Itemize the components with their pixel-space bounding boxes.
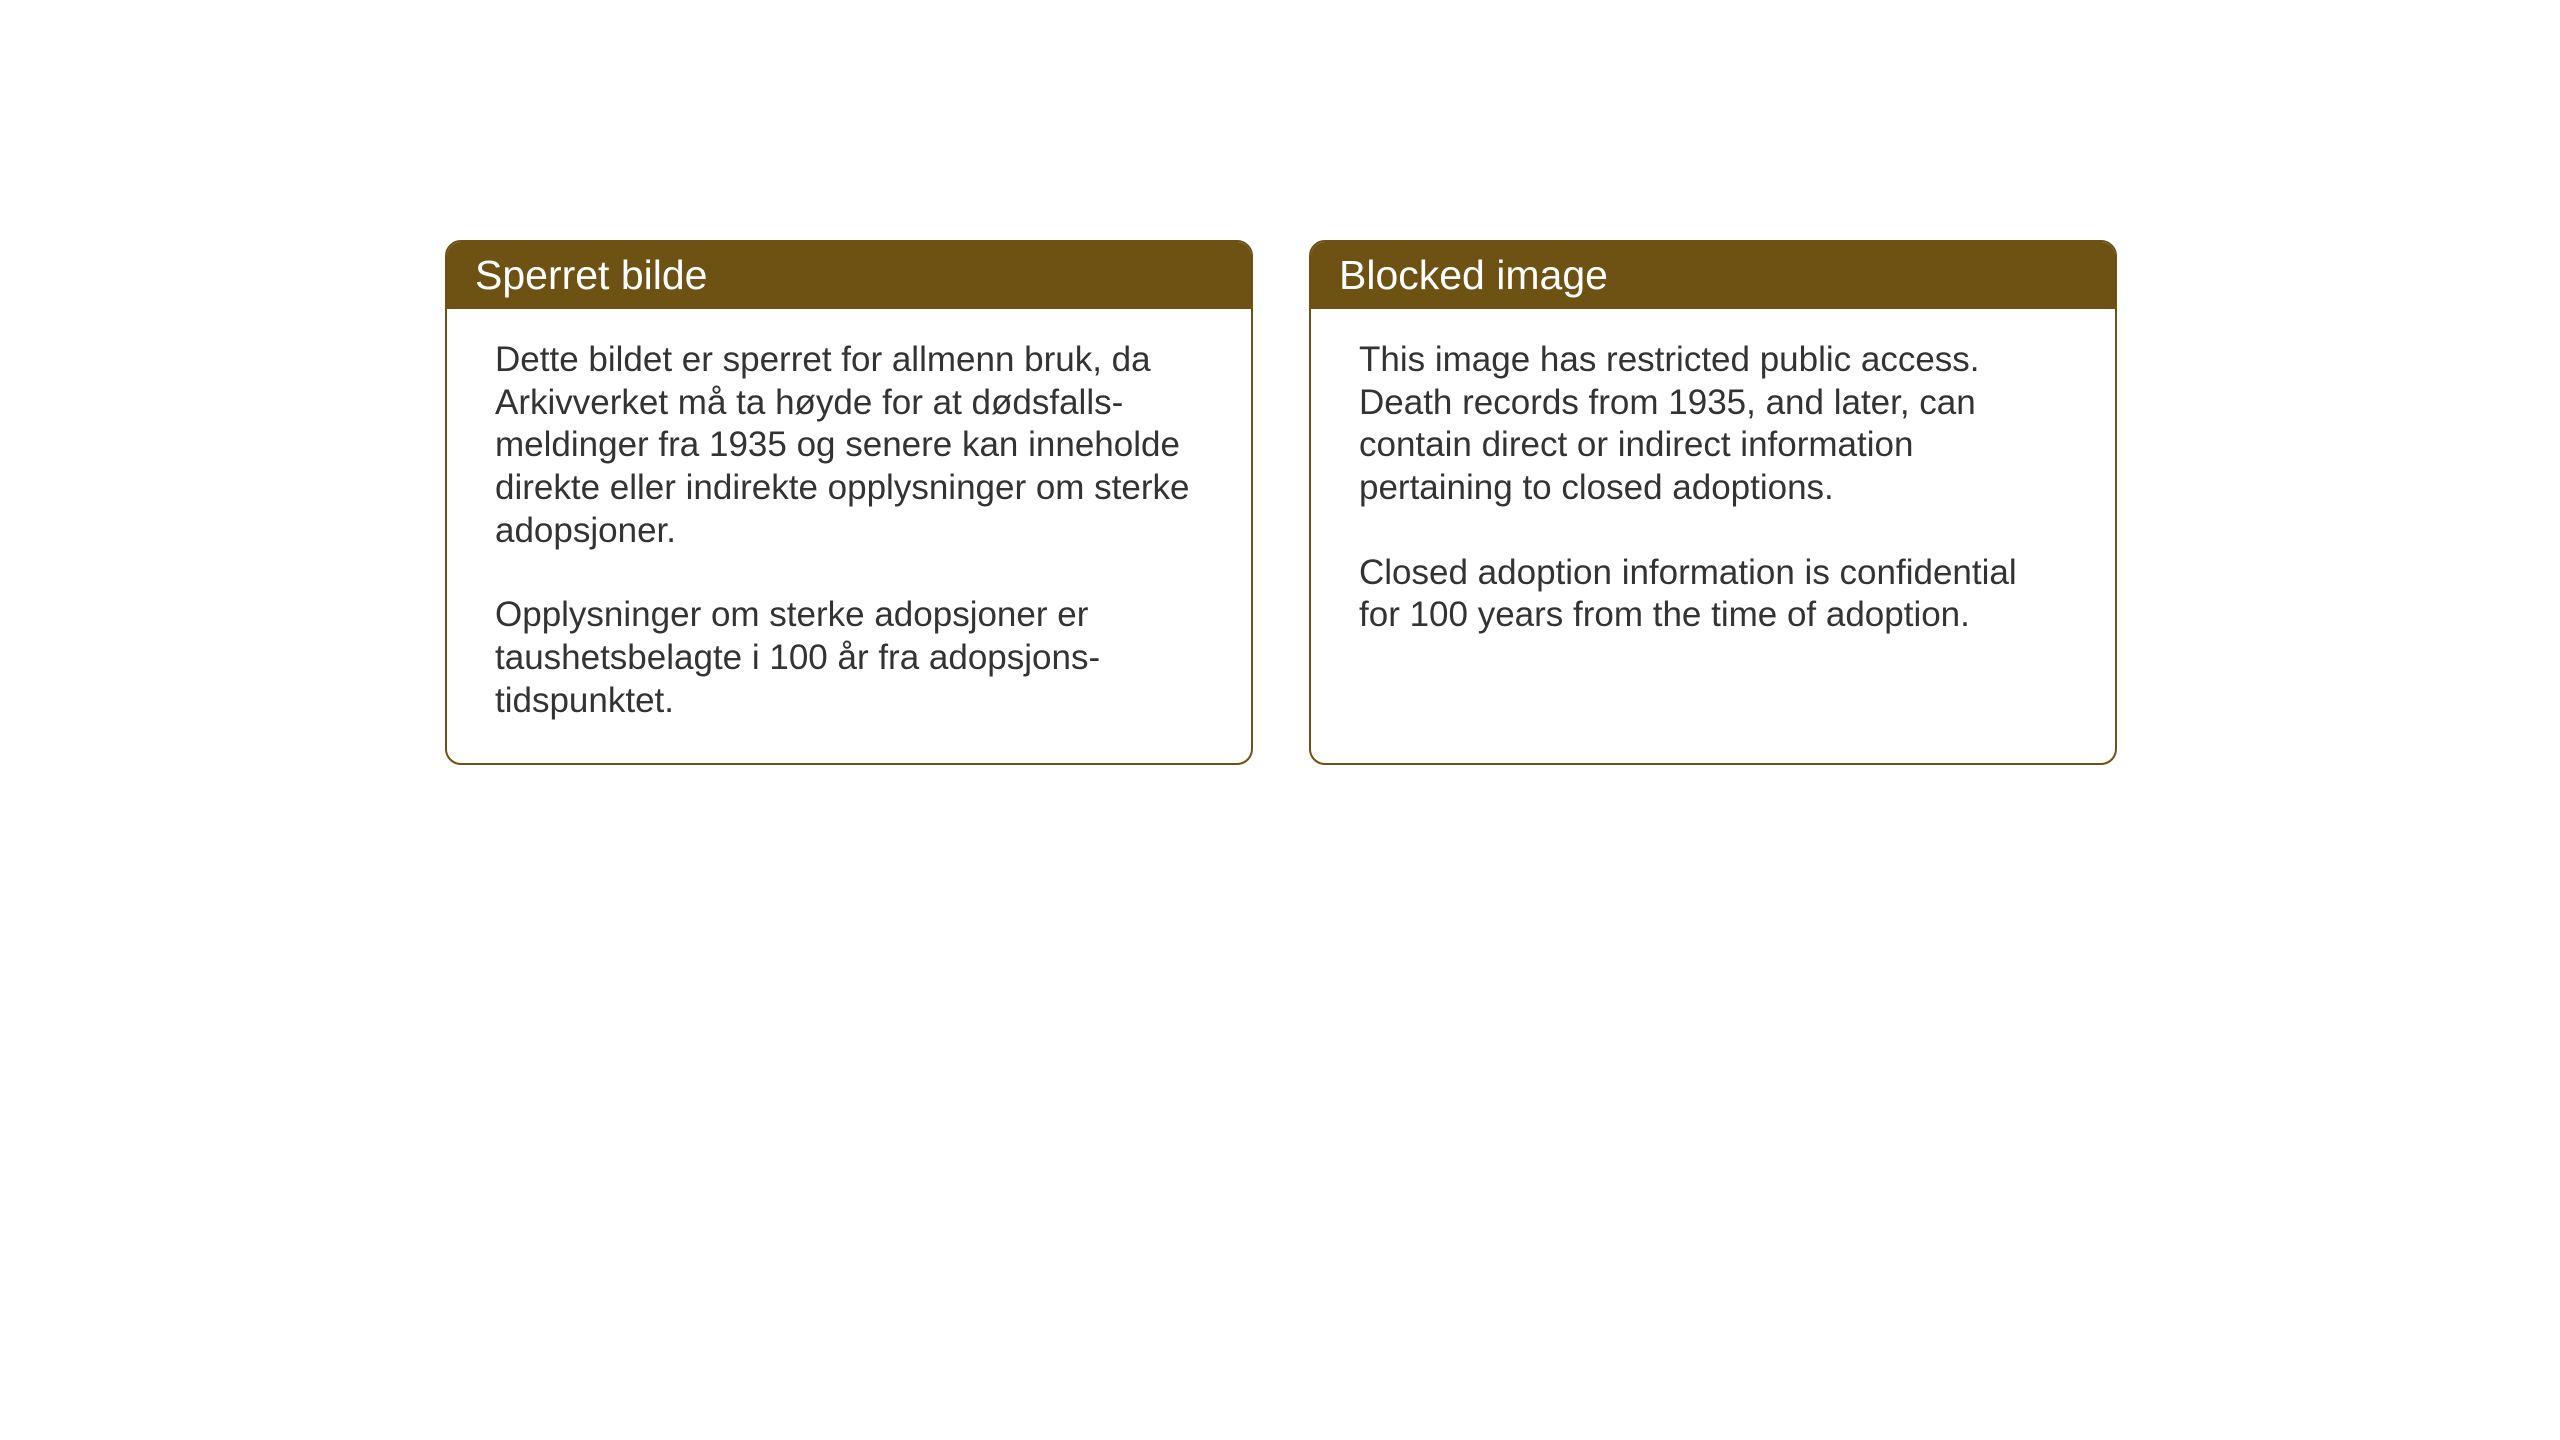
english-paragraph-1: This image has restricted public access.… [1359,339,2067,510]
norwegian-panel: Sperret bilde Dette bildet er sperret fo… [445,240,1253,765]
panels-container: Sperret bilde Dette bildet er sperret fo… [445,240,2117,765]
norwegian-paragraph-1: Dette bildet er sperret for allmenn bruk… [495,339,1203,552]
english-panel-title: Blocked image [1311,242,2115,309]
norwegian-panel-body: Dette bildet er sperret for allmenn bruk… [447,309,1251,763]
norwegian-panel-title: Sperret bilde [447,242,1251,309]
english-panel-body: This image has restricted public access.… [1311,309,2115,757]
norwegian-paragraph-2: Opplysninger om sterke adopsjoner er tau… [495,594,1203,722]
english-panel: Blocked image This image has restricted … [1309,240,2117,765]
english-paragraph-2: Closed adoption information is confident… [1359,552,2067,637]
